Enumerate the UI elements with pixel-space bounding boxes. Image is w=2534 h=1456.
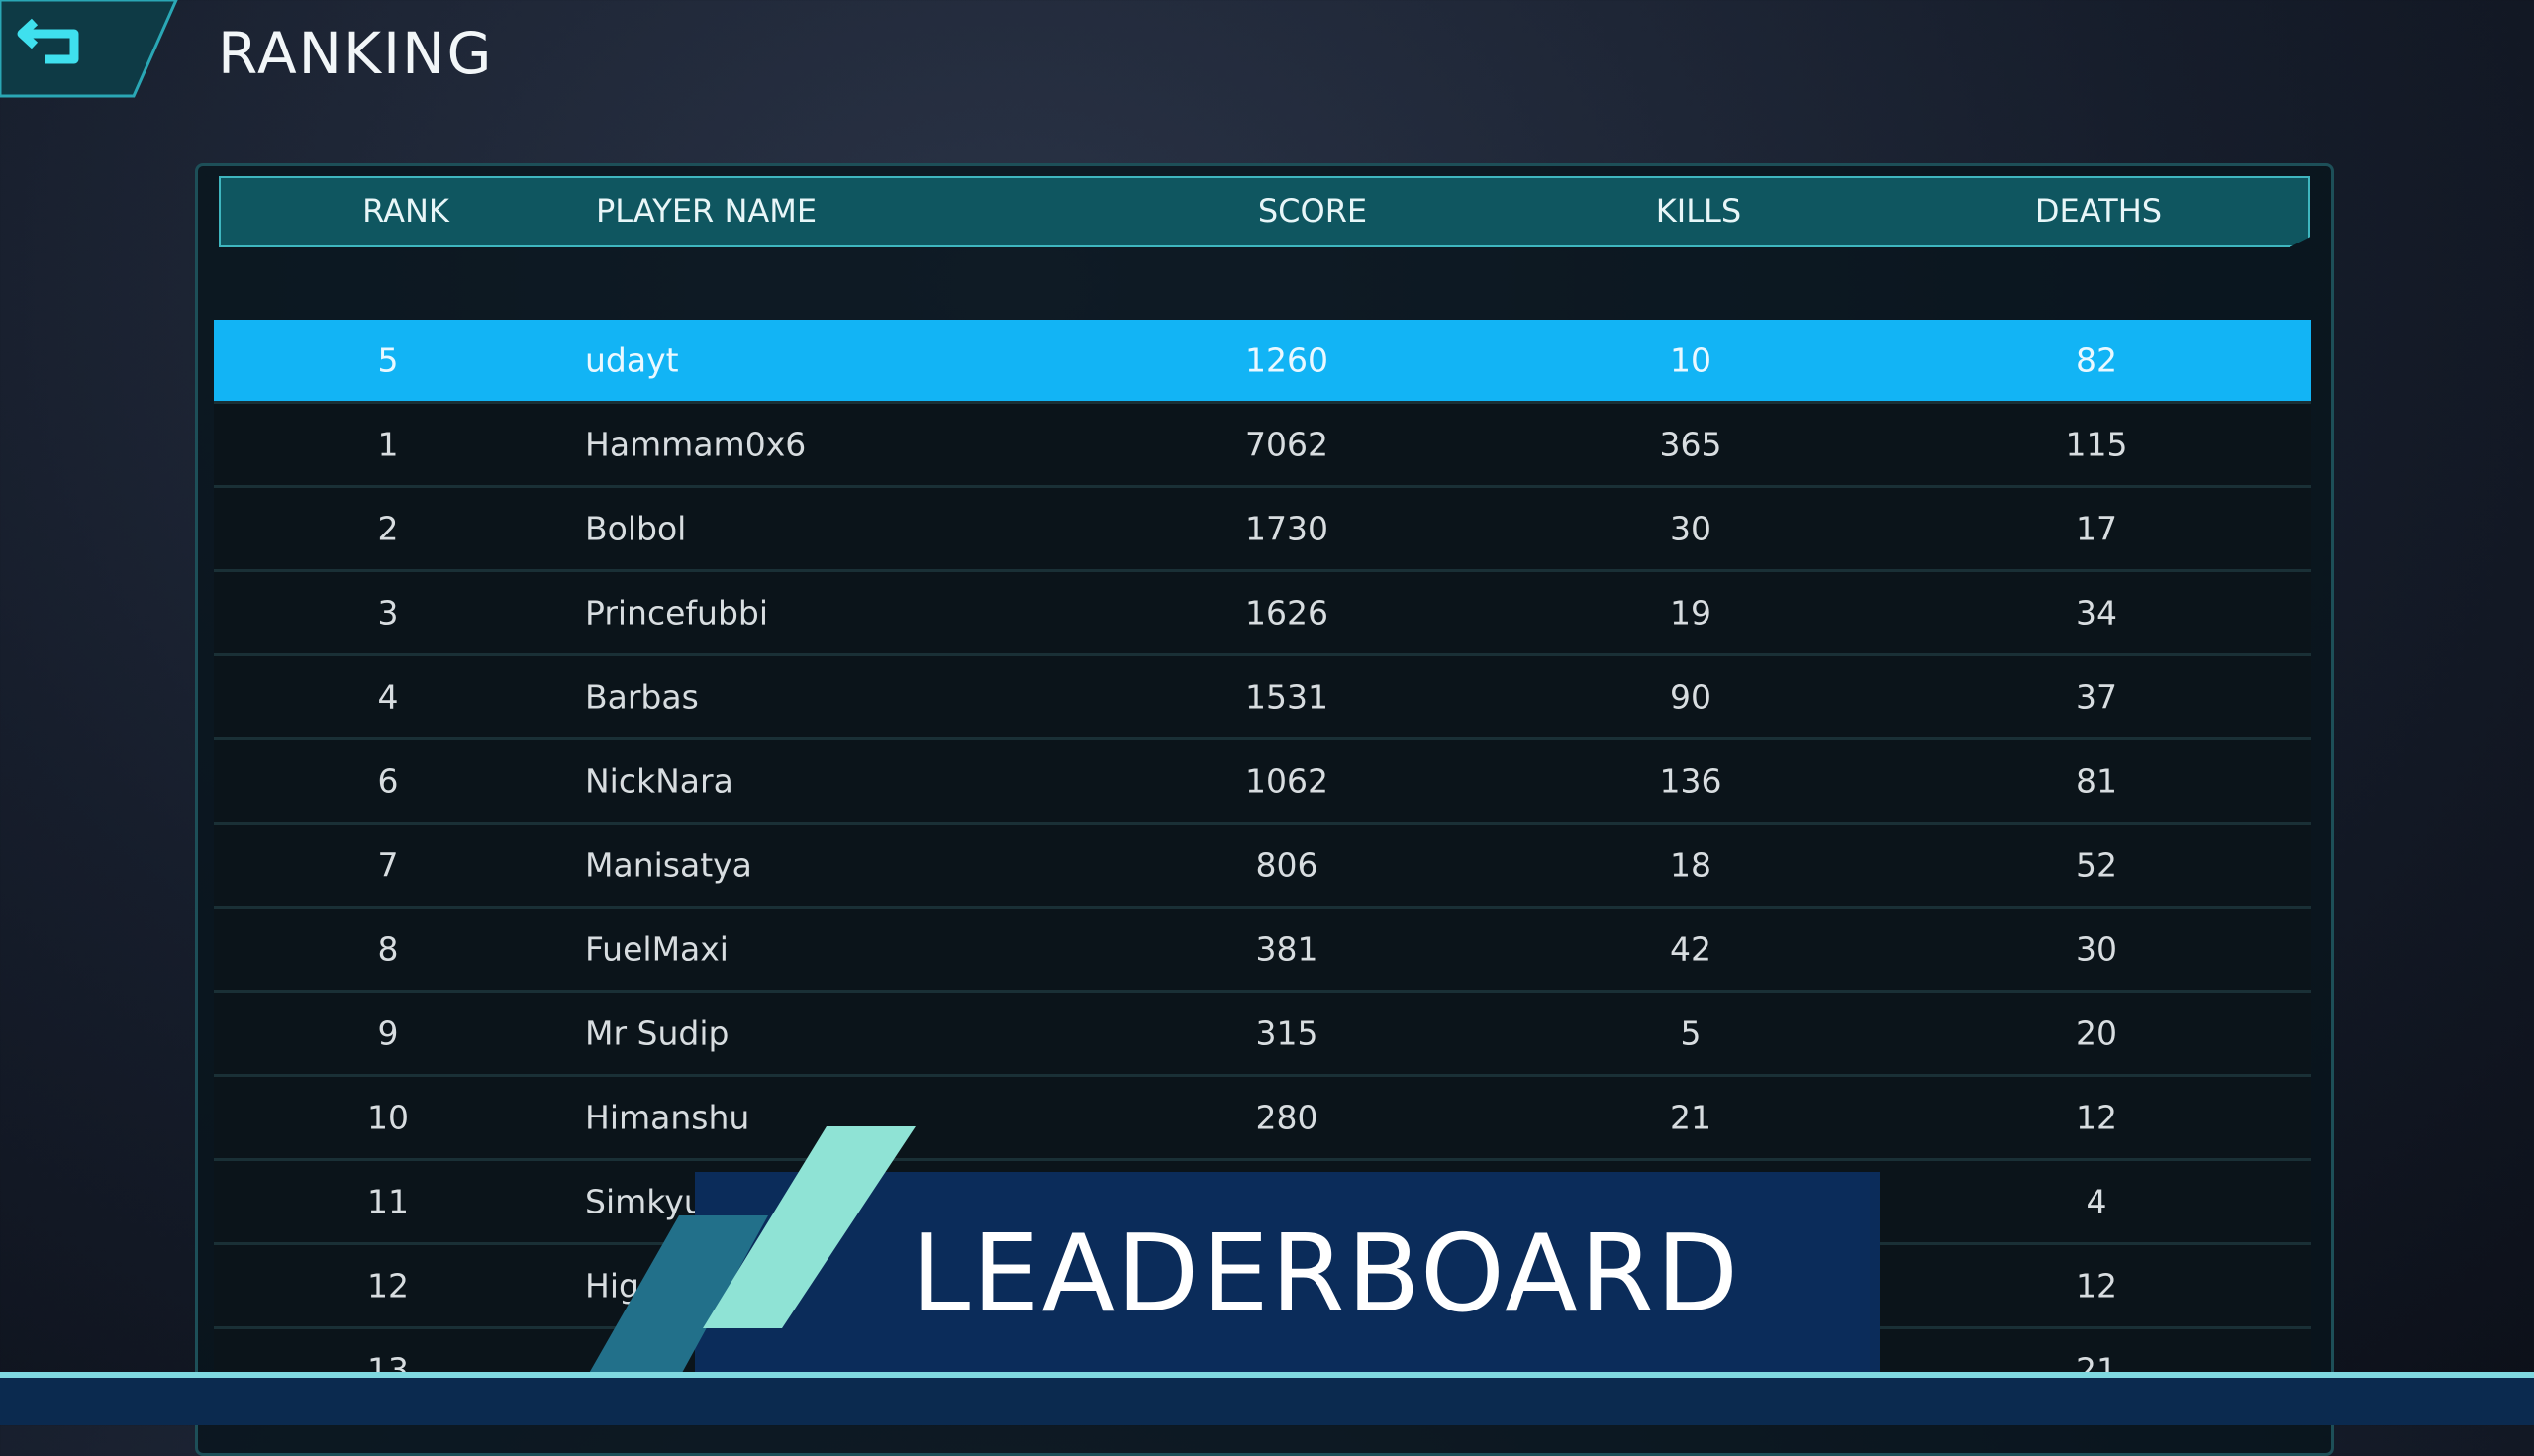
cell-name: Barbas bbox=[585, 677, 699, 717]
table-row: 1 Hammam0x6 7062 365 115 bbox=[214, 404, 2311, 488]
table-row: 3 Princefubbi 1626 19 34 bbox=[214, 572, 2311, 656]
table-row: 7 Manisatya 806 18 52 bbox=[214, 825, 2311, 909]
table-row: 2 Bolbol 1730 30 17 bbox=[214, 488, 2311, 572]
cell-score: 280 bbox=[1255, 1098, 1318, 1137]
cell-rank: 4 bbox=[377, 677, 399, 717]
cell-kills: 19 bbox=[1670, 593, 1711, 632]
cell-name: udayt bbox=[585, 340, 679, 380]
table-row: 6 NickNara 1062 136 81 bbox=[214, 740, 2311, 825]
table-row: 5 udayt 1260 10 82 bbox=[214, 320, 2311, 404]
cell-deaths: 12 bbox=[2076, 1098, 2117, 1137]
cell-kills: 136 bbox=[1659, 761, 1722, 801]
cell-rank: 6 bbox=[377, 761, 399, 801]
column-header: KILLS bbox=[1655, 192, 1742, 230]
cell-rank: 2 bbox=[377, 509, 399, 548]
cell-score: 1730 bbox=[1245, 509, 1328, 548]
table-row: 9 Mr Sudip 315 5 20 bbox=[214, 993, 2311, 1077]
cell-name: Manisatya bbox=[585, 845, 752, 885]
cell-deaths: 81 bbox=[2076, 761, 2117, 801]
cell-kills: 365 bbox=[1659, 425, 1722, 464]
cell-deaths: 52 bbox=[2076, 845, 2117, 885]
cell-deaths: 17 bbox=[2076, 509, 2117, 548]
cell-rank: 7 bbox=[377, 845, 399, 885]
cell-deaths: 115 bbox=[2065, 425, 2128, 464]
cell-rank: 1 bbox=[377, 425, 399, 464]
cell-score: 7062 bbox=[1245, 425, 1328, 464]
column-header: DEATHS bbox=[2034, 192, 2163, 230]
cell-score: 1062 bbox=[1245, 761, 1328, 801]
table-row: 4 Barbas 1531 90 37 bbox=[214, 656, 2311, 740]
cell-rank: 8 bbox=[377, 929, 399, 969]
back-button[interactable] bbox=[0, 0, 198, 99]
cell-name: Himanshu bbox=[585, 1098, 750, 1137]
cell-score: 806 bbox=[1255, 845, 1318, 885]
cell-deaths: 30 bbox=[2076, 929, 2117, 969]
cell-kills: 42 bbox=[1670, 929, 1711, 969]
cell-rank: 3 bbox=[377, 593, 399, 632]
cell-score: 381 bbox=[1255, 929, 1318, 969]
cell-rank: 5 bbox=[377, 340, 399, 380]
cell-score: 315 bbox=[1255, 1014, 1318, 1053]
cell-name: Hig bbox=[585, 1266, 639, 1306]
cell-score: 1626 bbox=[1245, 593, 1328, 632]
cell-kills: 30 bbox=[1670, 509, 1711, 548]
cell-deaths: 82 bbox=[2076, 340, 2117, 380]
cell-kills: 21 bbox=[1670, 1098, 1711, 1137]
cell-deaths: 34 bbox=[2076, 593, 2117, 632]
column-header: PLAYER NAME bbox=[596, 192, 818, 230]
cell-name: Princefubbi bbox=[585, 593, 769, 632]
cell-rank: 9 bbox=[377, 1014, 399, 1053]
cell-name: Bolbol bbox=[585, 509, 687, 548]
banner-title: LEADERBOARD bbox=[911, 1213, 1741, 1336]
column-header: SCORE bbox=[1257, 192, 1368, 230]
cell-name: Simkyu bbox=[585, 1182, 705, 1221]
table-row: 8 FuelMaxi 381 42 30 bbox=[214, 909, 2311, 993]
cell-kills: 5 bbox=[1680, 1014, 1702, 1053]
cell-name: FuelMaxi bbox=[585, 929, 729, 969]
column-header: RANK bbox=[362, 192, 449, 230]
cell-score: 1260 bbox=[1245, 340, 1328, 380]
table-row: 10 Himanshu 280 21 12 bbox=[214, 1077, 2311, 1161]
cell-kills: 90 bbox=[1670, 677, 1711, 717]
banner bbox=[0, 1126, 2534, 1425]
cell-kills: 10 bbox=[1670, 340, 1711, 380]
cell-deaths: 12 bbox=[2076, 1266, 2117, 1306]
cell-name: Hammam0x6 bbox=[585, 425, 807, 464]
cell-deaths: 37 bbox=[2076, 677, 2117, 717]
cell-deaths: 20 bbox=[2076, 1014, 2117, 1053]
cell-rank: 12 bbox=[367, 1266, 409, 1306]
cell-rank: 11 bbox=[367, 1182, 409, 1221]
cell-name: NickNara bbox=[585, 761, 733, 801]
cell-name: Mr Sudip bbox=[585, 1014, 730, 1053]
cell-score: 1531 bbox=[1245, 677, 1328, 717]
table-header bbox=[219, 176, 2310, 247]
cell-kills: 18 bbox=[1670, 845, 1711, 885]
cell-rank: 10 bbox=[367, 1098, 409, 1137]
page-title: RANKING bbox=[218, 20, 494, 87]
cell-deaths: 4 bbox=[2086, 1182, 2107, 1221]
